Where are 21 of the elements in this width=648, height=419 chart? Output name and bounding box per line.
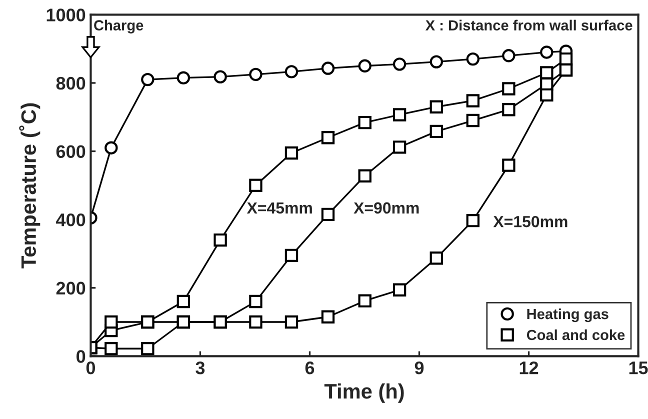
annotation: X=90mm xyxy=(354,202,419,214)
annotation: X=150mm xyxy=(493,216,568,228)
x-tick-label: 3 xyxy=(196,361,205,374)
y-tick-label: 1000 xyxy=(46,8,86,22)
y-axis-title: Temperature (˚C) xyxy=(19,103,40,268)
annotation: X : Distance from wall surface xyxy=(425,20,632,30)
y-tick-label: 400 xyxy=(56,213,86,226)
x-tick-label: 6 xyxy=(305,361,314,374)
x-tick-label: 0 xyxy=(86,361,95,374)
annotation: X=45mm xyxy=(246,202,312,214)
y-tick-label: 600 xyxy=(56,145,86,158)
legend-label: Heating gas xyxy=(527,308,608,322)
x-tick-label: 15 xyxy=(629,362,648,374)
x-tick-label: 9 xyxy=(414,361,424,374)
annotation: Charge xyxy=(94,20,144,34)
y-tick-label: 200 xyxy=(56,282,86,295)
x-axis-title: Time (h) xyxy=(324,383,404,403)
x-tick-label: 12 xyxy=(520,361,538,374)
legend-label: Coal and coke xyxy=(526,329,625,340)
y-tick-label: 800 xyxy=(56,76,86,90)
y-tick-label: 0 xyxy=(76,350,86,363)
